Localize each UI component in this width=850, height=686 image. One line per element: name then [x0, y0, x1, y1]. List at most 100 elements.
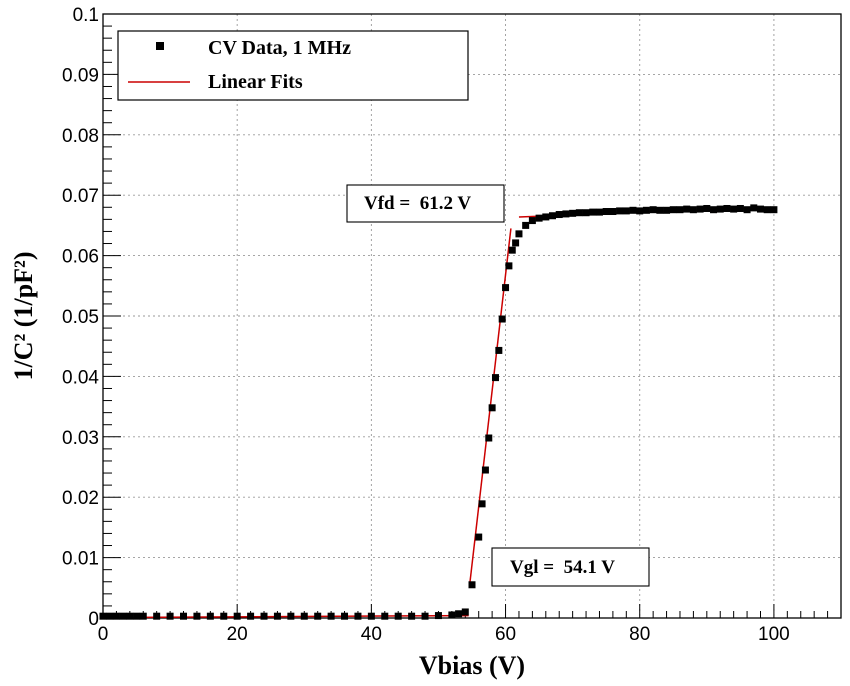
data-point — [273, 612, 281, 620]
annotation-vgl-box — [491, 547, 650, 587]
data-point — [300, 612, 308, 620]
data-point — [683, 205, 691, 213]
y-tick-label: 0.05 — [62, 307, 99, 328]
data-point — [515, 230, 523, 238]
data-point — [508, 246, 516, 254]
data-point — [488, 404, 496, 412]
data-point — [636, 207, 644, 215]
cv-data-markers — [99, 204, 778, 620]
data-point — [119, 612, 127, 620]
annotation-vgl: Vgl = 54.1 V — [491, 547, 650, 587]
data-point — [381, 612, 389, 620]
data-point — [676, 206, 684, 214]
legend: CV Data, 1 MHz Linear Fits — [117, 30, 469, 101]
data-point — [498, 315, 506, 323]
data-point — [505, 262, 513, 270]
x-tick-label: 0 — [98, 624, 109, 645]
legend-label-linear-fits: Linear Fits — [208, 71, 303, 93]
data-point — [394, 612, 402, 620]
annotation-vfd: Vfd = 61.2 V — [346, 184, 505, 223]
data-point — [106, 612, 114, 620]
data-point — [663, 206, 671, 214]
x-tick-label: 100 — [758, 624, 790, 645]
data-point — [491, 374, 499, 382]
data-point — [756, 205, 764, 213]
data-point — [602, 208, 610, 216]
data-point — [703, 204, 711, 212]
data-point — [549, 212, 557, 220]
data-point — [455, 610, 463, 618]
data-point — [478, 500, 486, 508]
data-point — [206, 612, 214, 620]
data-point — [367, 612, 375, 620]
data-point — [502, 284, 510, 292]
data-point — [495, 346, 503, 354]
grid — [103, 14, 841, 618]
x-tick-label: 20 — [227, 624, 248, 645]
data-point — [656, 206, 664, 214]
data-point — [622, 207, 630, 215]
data-point — [139, 612, 147, 620]
data-point — [569, 209, 577, 217]
data-point — [448, 611, 456, 619]
data-point — [555, 211, 563, 219]
x-axis-title: Vbias (V) — [419, 651, 525, 680]
y-tick-label: 0.02 — [62, 488, 99, 509]
annotation-vgl-text: Vgl = 54.1 V — [510, 557, 615, 578]
y-tick-label: 0.01 — [62, 549, 99, 570]
data-point — [468, 581, 476, 589]
data-point — [642, 206, 650, 214]
data-point — [730, 205, 738, 213]
data-point — [629, 206, 637, 214]
data-point — [260, 612, 268, 620]
data-point — [193, 612, 201, 620]
data-point — [689, 206, 697, 214]
y-tick-label: 0.06 — [62, 247, 99, 268]
data-point — [475, 533, 483, 541]
data-point — [354, 612, 362, 620]
y-tick-label: 0.07 — [62, 186, 99, 207]
data-point — [575, 209, 583, 217]
data-point — [153, 612, 161, 620]
legend-box — [117, 30, 469, 101]
tick-labels: 0 20 40 60 80 100 0 0.01 0.02 0.03 0.04 0.05 0.06 0.0… — [62, 5, 790, 645]
y-axis-title: 1/C² (1/pF²) — [9, 252, 38, 381]
data-point — [341, 612, 349, 620]
data-point — [542, 213, 550, 221]
y-tick-label: 0.09 — [62, 65, 99, 86]
data-point — [247, 612, 255, 620]
data-point — [562, 210, 570, 218]
x-tick-label: 40 — [361, 624, 382, 645]
y-tick-label: 0.04 — [62, 367, 99, 388]
data-point — [582, 209, 590, 217]
data-point — [220, 612, 228, 620]
data-point — [750, 204, 758, 212]
data-point — [512, 239, 520, 247]
data-point — [716, 205, 724, 213]
data-point — [595, 208, 603, 216]
data-point — [180, 612, 188, 620]
annotation-vfd-text: Vfd = 61.2 V — [364, 193, 471, 214]
data-point — [535, 214, 543, 222]
data-point — [485, 434, 493, 442]
data-point — [763, 206, 771, 214]
data-point — [287, 612, 295, 620]
data-point — [736, 204, 744, 212]
data-point — [528, 217, 536, 225]
data-point — [133, 612, 141, 620]
data-point — [522, 221, 530, 229]
data-point — [233, 612, 241, 620]
data-point — [434, 612, 442, 620]
data-point — [166, 612, 174, 620]
data-point — [408, 612, 416, 620]
data-point — [609, 208, 617, 216]
data-point — [461, 608, 469, 616]
data-point — [112, 612, 120, 620]
data-point — [421, 612, 429, 620]
legend-label-cv-data: CV Data, 1 MHz — [208, 37, 351, 59]
data-point — [743, 206, 751, 214]
legend-marker-square — [156, 42, 164, 50]
data-point — [99, 612, 107, 620]
